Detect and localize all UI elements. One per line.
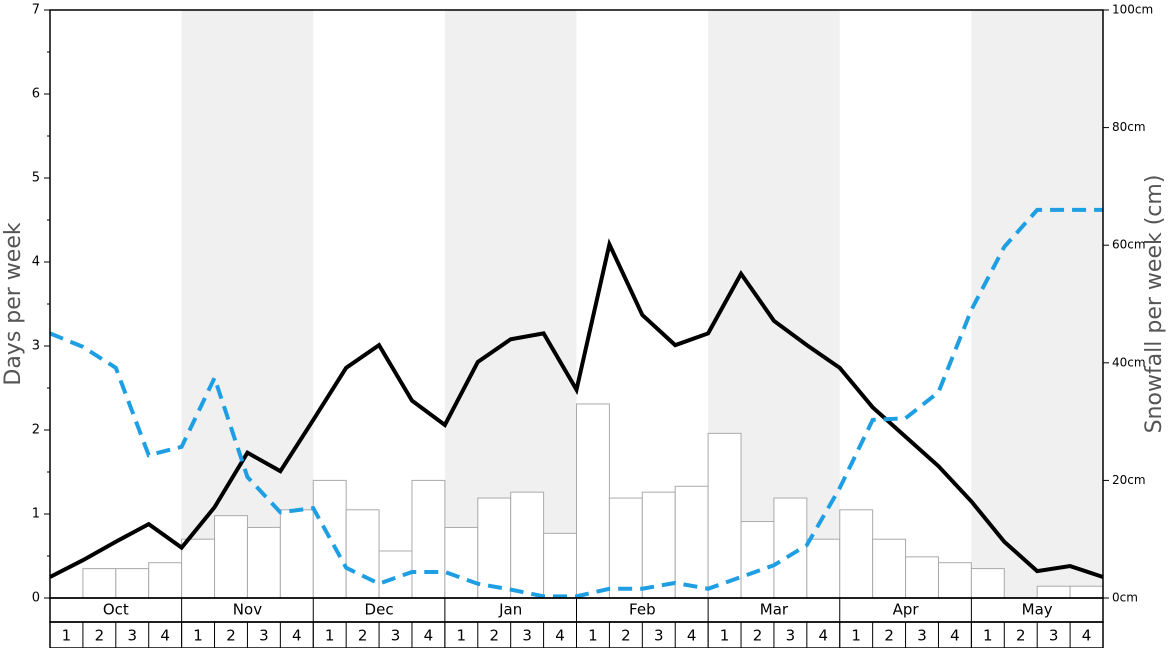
bar xyxy=(576,403,610,599)
x-tick-label: 4 xyxy=(424,627,434,645)
x-tick-label: 4 xyxy=(555,627,565,645)
x-tick-label: 2 xyxy=(358,627,368,645)
line xyxy=(49,238,1104,579)
x-tick-label: 4 xyxy=(950,627,960,645)
y-tick-label: 5 xyxy=(32,171,40,186)
x-tick-label: 1 xyxy=(193,627,203,645)
bar xyxy=(444,526,479,599)
y2-tick-label: 80cm xyxy=(1112,120,1146,134)
bar xyxy=(1069,585,1104,599)
month-label: Jan xyxy=(498,601,522,619)
x-tick-label: 3 xyxy=(786,627,796,645)
bar xyxy=(773,497,808,599)
bar xyxy=(246,526,281,599)
x-tick-label: 4 xyxy=(1082,627,1092,645)
bar xyxy=(608,497,643,599)
bar xyxy=(740,521,775,599)
bar xyxy=(674,485,709,599)
month-label: Nov xyxy=(233,601,262,619)
x-tick-label: 3 xyxy=(522,627,532,645)
line xyxy=(49,207,1103,599)
y-tick-label: 6 xyxy=(32,87,40,102)
bar xyxy=(872,538,907,599)
month-label: Feb xyxy=(629,601,656,619)
y2-tick-label: 100cm xyxy=(1112,3,1153,17)
x-tick-label: 1 xyxy=(983,627,993,645)
x-tick-label: 4 xyxy=(160,627,170,645)
bar xyxy=(411,479,446,599)
month-band xyxy=(971,10,1103,598)
x-tick-label: 3 xyxy=(127,627,137,645)
bar xyxy=(148,562,183,599)
bar xyxy=(806,538,841,599)
x-tick-label: 3 xyxy=(654,627,664,645)
x-tick-label: 1 xyxy=(851,627,861,645)
x-tick-label: 4 xyxy=(687,627,697,645)
x-tick-label: 4 xyxy=(819,627,829,645)
month-label: May xyxy=(1022,601,1053,619)
bar xyxy=(82,568,117,599)
x-tick-label: 1 xyxy=(457,627,467,645)
y2-tick-label: 60cm xyxy=(1112,238,1146,252)
month-label: Oct xyxy=(103,601,129,619)
bar xyxy=(345,509,380,599)
bar xyxy=(905,556,939,599)
x-tick-label: 2 xyxy=(489,627,499,645)
bar xyxy=(543,532,577,599)
y2-tick-label: 40cm xyxy=(1112,355,1146,369)
bar xyxy=(839,509,874,599)
y-tick-label: 1 xyxy=(32,507,40,522)
month-label: Apr xyxy=(893,601,920,619)
bar xyxy=(181,538,216,599)
y-tick-label: 7 xyxy=(32,3,40,18)
bar xyxy=(279,509,314,599)
x-tick-label: 3 xyxy=(259,627,269,645)
y-tick-label: 2 xyxy=(32,423,40,438)
x-tick-label: 1 xyxy=(588,627,598,645)
x-tick-label: 2 xyxy=(621,627,631,645)
bar xyxy=(477,497,512,599)
bar xyxy=(214,515,248,599)
y2-axis-label: Snowfall per week (cm) xyxy=(1142,175,1167,434)
bar xyxy=(937,562,972,599)
x-tick-label: 2 xyxy=(95,627,105,645)
x-tick-label: 2 xyxy=(226,627,236,645)
bar xyxy=(312,479,347,599)
y-axis-label: Days per week xyxy=(1,222,26,385)
month-band xyxy=(181,10,314,598)
y2-tick-label: 0cm xyxy=(1112,591,1138,605)
bar xyxy=(1036,585,1071,599)
bar xyxy=(510,491,545,599)
month-label: Mar xyxy=(760,601,789,619)
x-tick-label: 2 xyxy=(1016,627,1026,645)
x-tick-label: 3 xyxy=(391,627,401,645)
x-tick-label: 1 xyxy=(720,627,730,645)
y-tick-label: 4 xyxy=(32,255,40,270)
y2-tick-label: 20cm xyxy=(1112,473,1146,487)
x-tick-label: 3 xyxy=(917,627,927,645)
x-tick-label: 1 xyxy=(62,627,72,645)
y-tick-label: 3 xyxy=(32,339,40,354)
bar xyxy=(115,568,150,599)
x-tick-label: 3 xyxy=(1049,627,1059,645)
x-tick-label: 2 xyxy=(884,627,894,645)
x-tick-label: 2 xyxy=(753,627,763,645)
month-label: Dec xyxy=(365,601,394,619)
bar xyxy=(970,568,1005,599)
bar xyxy=(707,432,742,599)
y-tick-label: 0 xyxy=(32,591,40,606)
x-tick-label: 1 xyxy=(325,627,335,645)
x-tick-label: 4 xyxy=(292,627,302,645)
